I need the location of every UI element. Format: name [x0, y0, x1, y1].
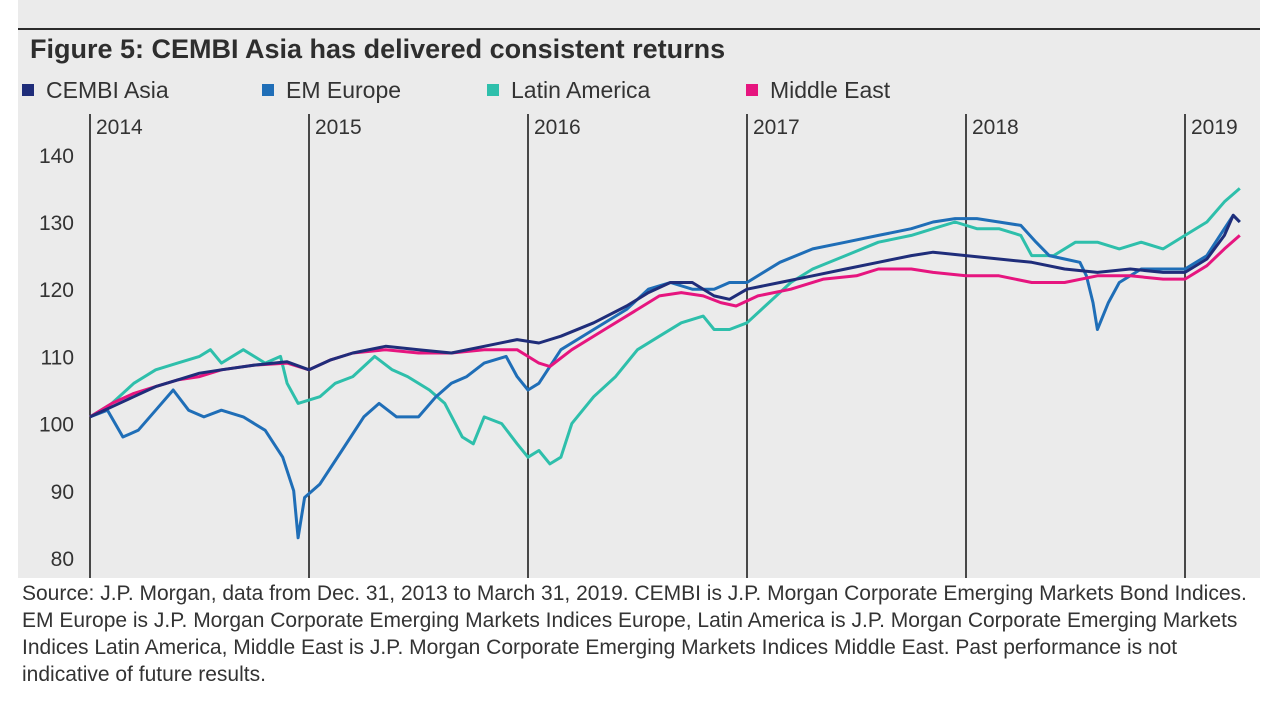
legend-label-cembi-asia: CEMBI Asia — [46, 76, 169, 103]
year-label-2014: 2014 — [96, 116, 143, 139]
y-tick-label-100: 100 — [39, 414, 74, 437]
y-tick-label-130: 130 — [39, 212, 74, 235]
line-chart: 2014 2015 2016 2017 2018 2019 80 90 100 110 120 13… — [39, 114, 1241, 578]
y-tick-label-120: 120 — [39, 279, 74, 302]
legend-item-cembi-asia: CEMBI Asia — [22, 76, 169, 104]
series-line-em-europe — [89, 213, 1241, 540]
series-line-middle-east — [89, 234, 1241, 419]
year-label-2015: 2015 — [315, 116, 362, 139]
legend-swatch-middle-east — [746, 84, 758, 96]
source-note: Source: J.P. Morgan, data from Dec. 31, … — [22, 582, 1247, 686]
series-line-latin-america — [89, 187, 1241, 466]
series-lines — [89, 187, 1241, 540]
legend-label-em-europe: EM Europe — [286, 76, 402, 103]
year-label-2017: 2017 — [753, 116, 800, 139]
y-tick-label-140: 140 — [39, 145, 74, 168]
year-label-2016: 2016 — [534, 116, 581, 139]
chart-background — [18, 0, 1260, 578]
legend-item-latin-america: Latin America — [487, 76, 650, 104]
year-label-2019: 2019 — [1191, 116, 1238, 139]
legend-label-latin-america: Latin America — [511, 76, 651, 103]
y-tick-label-90: 90 — [51, 481, 74, 504]
legend-item-middle-east: Middle East — [746, 76, 890, 104]
year-dividers: 2014 2015 2016 2017 2018 2019 — [89, 114, 1238, 578]
legend-swatch-em-europe — [262, 84, 274, 96]
y-tick-label-80: 80 — [51, 548, 74, 571]
legend-label-middle-east: Middle East — [770, 76, 891, 103]
top-rule — [18, 28, 1260, 30]
y-tick-label-110: 110 — [41, 346, 74, 369]
series-line-cembi-asia — [89, 213, 1241, 419]
year-label-2018: 2018 — [972, 116, 1019, 139]
chart-title: Figure 5: CEMBI Asia has delivered consi… — [30, 34, 726, 64]
y-axis-ticks: 80 90 100 110 120 130 140 — [39, 145, 74, 571]
legend-swatch-latin-america — [487, 84, 499, 96]
legend-swatch-cembi-asia — [22, 84, 34, 96]
legend-item-em-europe: EM Europe — [262, 76, 401, 104]
legend: CEMBI Asia EM Europe Latin America Middl… — [22, 76, 1252, 104]
